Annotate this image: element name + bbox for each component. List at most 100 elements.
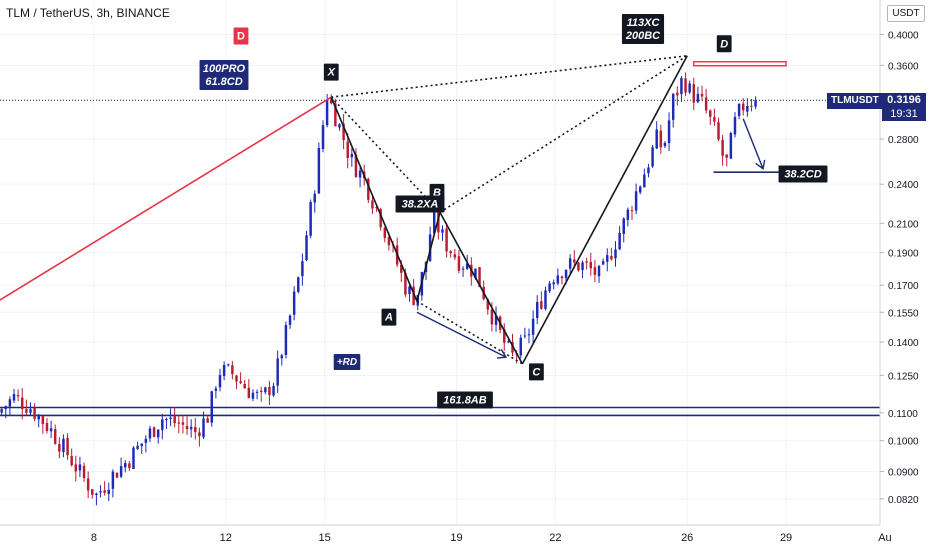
candle-body bbox=[161, 419, 164, 430]
candle-body bbox=[334, 103, 337, 127]
y-tick-label: 0.4000 bbox=[888, 31, 919, 42]
candle-body bbox=[663, 142, 667, 147]
candle-body bbox=[721, 139, 724, 156]
candle-body bbox=[53, 429, 57, 444]
dotted-xb bbox=[330, 96, 441, 213]
candle-body bbox=[560, 276, 564, 279]
leg-cd bbox=[521, 55, 688, 365]
divergence-arrow bbox=[416, 311, 507, 358]
label-a: A bbox=[384, 312, 393, 324]
candle-body bbox=[305, 235, 308, 261]
candle-body bbox=[634, 191, 638, 211]
candle-body bbox=[651, 147, 654, 167]
candle-body bbox=[111, 471, 115, 489]
candle-body bbox=[449, 251, 452, 254]
candle-body bbox=[618, 232, 621, 250]
label-bg bbox=[778, 165, 828, 183]
y-tick-label: 0.1900 bbox=[888, 249, 919, 260]
candle-body bbox=[95, 493, 98, 495]
label-d: D bbox=[720, 38, 728, 50]
dotted-bd bbox=[439, 55, 688, 214]
candle-body bbox=[717, 122, 720, 140]
candle-body bbox=[375, 207, 378, 209]
candle-body bbox=[276, 358, 279, 386]
label-b: B bbox=[433, 187, 441, 199]
label--rd: +RD bbox=[337, 357, 357, 368]
candle-body bbox=[387, 237, 391, 246]
candle-body bbox=[367, 178, 370, 200]
candle-body bbox=[577, 262, 580, 271]
candle-body bbox=[82, 465, 86, 479]
candle-body bbox=[189, 426, 193, 430]
candle-body bbox=[194, 426, 197, 433]
candle-body bbox=[86, 478, 90, 491]
y-axis-background bbox=[880, 0, 932, 550]
leg-xa bbox=[330, 96, 418, 302]
candle-body bbox=[441, 229, 444, 233]
candle-body bbox=[41, 416, 45, 425]
target-zone-box bbox=[693, 61, 787, 67]
last-price-box: 0.3196 19:31 bbox=[882, 93, 926, 121]
candle-body bbox=[144, 438, 148, 443]
candle-body bbox=[741, 103, 745, 111]
candle-body bbox=[667, 120, 671, 144]
x-tick-label: 19 bbox=[450, 532, 462, 544]
candle-body bbox=[4, 406, 8, 410]
candle-body bbox=[643, 174, 646, 188]
candle-body bbox=[259, 390, 263, 392]
dotted-ac bbox=[416, 300, 523, 365]
candle-body bbox=[581, 262, 584, 271]
candle-body bbox=[700, 93, 704, 97]
candle-body bbox=[284, 325, 288, 355]
candle-body bbox=[412, 286, 415, 305]
candle-body bbox=[198, 432, 201, 437]
currency-badge[interactable]: USDT bbox=[887, 5, 925, 22]
candle-body bbox=[676, 92, 679, 96]
candle-body bbox=[408, 286, 411, 295]
candle-body bbox=[264, 387, 267, 393]
candle-body bbox=[301, 261, 304, 277]
candle-body bbox=[325, 99, 329, 126]
y-tick-label: 0.3600 bbox=[888, 61, 919, 72]
candle-body bbox=[218, 374, 222, 388]
candle-body bbox=[659, 130, 663, 148]
candle-body bbox=[45, 423, 49, 432]
candle-body bbox=[733, 116, 737, 135]
candle-body bbox=[548, 283, 551, 292]
candle-body bbox=[568, 258, 572, 269]
candle-body bbox=[227, 364, 230, 366]
candle-body bbox=[556, 275, 560, 284]
candle-body bbox=[535, 302, 539, 318]
label-bg bbox=[199, 60, 249, 90]
candle-body bbox=[358, 170, 362, 178]
y-tick-label: 0.1550 bbox=[888, 308, 919, 319]
candle-body bbox=[601, 261, 605, 265]
candle-body bbox=[655, 129, 658, 149]
candle-body bbox=[519, 337, 522, 356]
candle-body bbox=[297, 277, 300, 292]
candle-body bbox=[124, 462, 127, 468]
candle-body bbox=[688, 83, 691, 93]
candle-body bbox=[231, 365, 234, 375]
candle-body bbox=[313, 193, 316, 203]
candle-body bbox=[754, 100, 757, 107]
candle-body bbox=[346, 141, 349, 158]
candle-body bbox=[680, 77, 683, 95]
candle-body bbox=[445, 228, 448, 252]
y-tick-label: 0.2800 bbox=[888, 135, 919, 146]
label-161-8ab: 161.8AB bbox=[443, 395, 486, 407]
candle-body bbox=[317, 148, 321, 194]
candle-body bbox=[202, 418, 205, 438]
x-tick-label: 12 bbox=[220, 532, 232, 544]
candle-body bbox=[132, 447, 135, 469]
candle-body bbox=[119, 466, 123, 477]
candle-body bbox=[152, 427, 156, 437]
candle-body bbox=[552, 282, 555, 285]
x-tick-label: Au bbox=[878, 532, 891, 544]
candle-body bbox=[62, 438, 65, 453]
candle-body bbox=[400, 264, 403, 273]
x-tick-label: 8 bbox=[91, 532, 97, 544]
y-tick-label: 0.2100 bbox=[888, 219, 919, 230]
candle-body bbox=[696, 93, 700, 102]
